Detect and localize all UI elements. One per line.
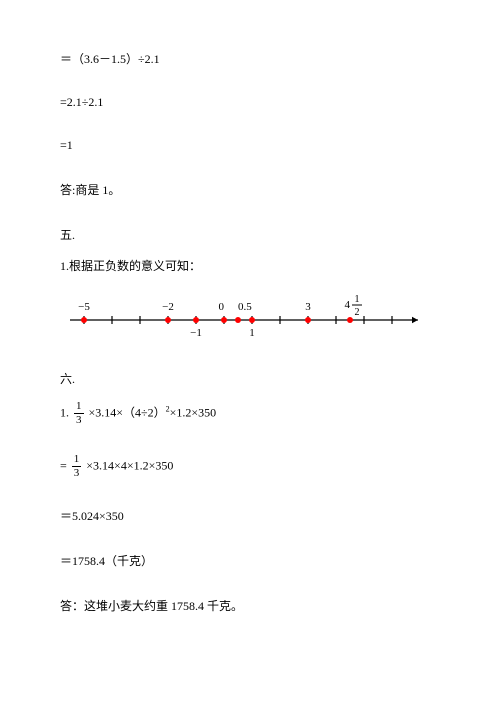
eq1-tail: ×1.2×350 <box>170 405 217 419</box>
fraction-numerator: 1 <box>72 454 82 467</box>
equation-line-2: = 13 ×3.14×4×1.2×350 <box>60 454 440 479</box>
section-5-line-1: 1.根据正负数的意义可知： <box>60 257 440 274</box>
svg-text:4: 4 <box>345 299 351 311</box>
fraction-icon: 13 <box>74 401 84 426</box>
svg-text:2: 2 <box>355 307 360 318</box>
eq2-prefix: = <box>60 458 70 472</box>
page: ＝（3.6－1.5）÷2.1 =2.1÷2.1 =1 答:商是 1。 五. 1.… <box>0 0 500 672</box>
svg-text:−2: −2 <box>162 301 174 313</box>
eq1-prefix: 1. <box>60 405 72 419</box>
number-line-svg: −5−200.53−11412 <box>60 292 430 348</box>
section-5-heading: 五. <box>60 226 440 243</box>
svg-text:0.5: 0.5 <box>238 301 252 313</box>
equation-line-1: 1. 13 ×3.14×（4÷2）2×1.2×350 <box>60 401 440 426</box>
calc-step-2: =2.1÷2.1 <box>60 95 440 110</box>
fraction-denominator: 3 <box>72 467 82 479</box>
fraction-numerator: 1 <box>74 401 84 414</box>
calc-step-3: =1 <box>60 138 440 153</box>
fraction-icon: 13 <box>72 454 82 479</box>
answer-text-1: 答:商是 1。 <box>60 181 440 198</box>
svg-text:1: 1 <box>249 327 255 339</box>
fraction-denominator: 3 <box>74 414 84 426</box>
equation-line-3: ＝5.024×350 <box>60 507 440 524</box>
svg-text:3: 3 <box>305 301 311 313</box>
eq2-tail: ×3.14×4×1.2×350 <box>83 458 173 472</box>
svg-text:−5: −5 <box>78 301 90 313</box>
calc-step-1: ＝（3.6－1.5）÷2.1 <box>60 50 440 67</box>
eq1-mid: ×3.14×（4÷2） <box>86 405 166 419</box>
svg-text:−1: −1 <box>190 327 202 339</box>
section-6-heading: 六. <box>60 370 440 387</box>
answer-text-6: 答：这堆小麦大约重 1758.4 千克。 <box>60 597 440 614</box>
equation-line-4: ＝1758.4（千克） <box>60 552 440 569</box>
number-line-figure: −5−200.53−11412 <box>60 292 440 348</box>
svg-text:1: 1 <box>355 294 360 305</box>
svg-text:0: 0 <box>219 301 225 313</box>
